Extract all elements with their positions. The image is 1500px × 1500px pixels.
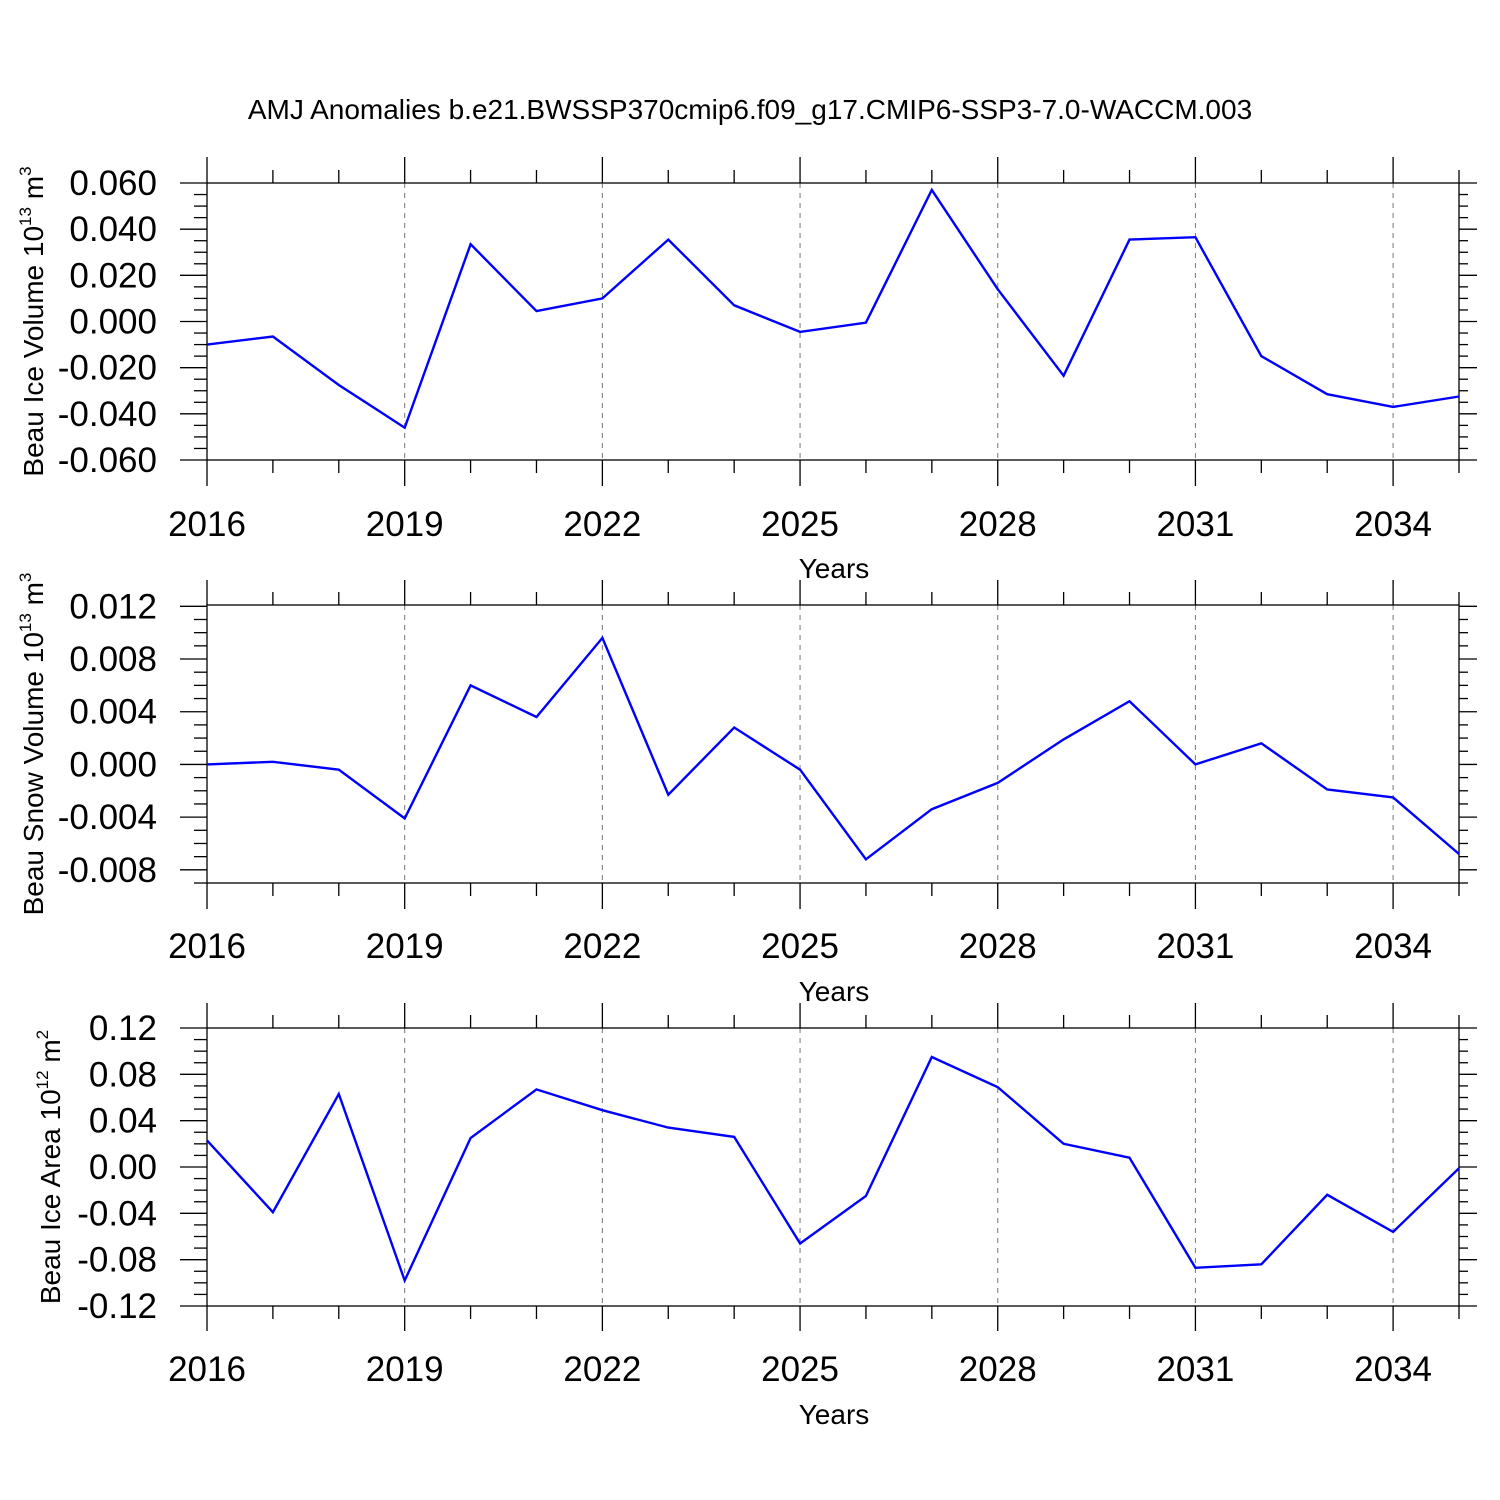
x-tick-label: 2016 xyxy=(168,505,246,544)
y-tick-label: 0.008 xyxy=(69,640,157,679)
y-tick-label: 0.08 xyxy=(89,1055,157,1094)
plot-frame xyxy=(206,604,1460,884)
x-tick-label: 2034 xyxy=(1354,505,1432,544)
panel-2: -0.008 -0.004 0.000 0.004 0.008 0.012 2016 2019… xyxy=(16,573,1477,1007)
y-tick-label: -0.004 xyxy=(58,798,157,837)
y-tick-label: -0.040 xyxy=(58,395,157,434)
plot-frame xyxy=(206,182,1460,461)
x-tick-label: 2016 xyxy=(168,1350,246,1389)
x-tick-label: 2031 xyxy=(1156,1350,1234,1389)
series-line xyxy=(206,1055,1460,1284)
x-tick-label: 2025 xyxy=(761,505,839,544)
y-axis-label: Beau Ice Area 1012 m2 xyxy=(33,1030,66,1304)
x-tick-label: 2025 xyxy=(761,1350,839,1389)
y-tick-label: 0.00 xyxy=(89,1148,157,1187)
x-tick-label: 2019 xyxy=(366,505,444,544)
y-axis-label: Beau Ice Volume 1013 m3 xyxy=(16,166,49,476)
panel-3: -0.12 -0.08 -0.04 0.00 0.04 0.08 0.12 2016 2019 2… xyxy=(33,1003,1477,1430)
x-tick-label: 2019 xyxy=(366,927,444,966)
y-tick-label: 0.020 xyxy=(69,256,157,295)
y-tick-label: -0.020 xyxy=(58,349,157,388)
y-tick-label: 0.000 xyxy=(69,303,157,342)
y-tick-label: 0.060 xyxy=(69,164,157,203)
y-tick-label: 0.04 xyxy=(89,1102,157,1141)
x-tick-label: 2028 xyxy=(959,505,1037,544)
x-tick-label: 2025 xyxy=(761,927,839,966)
y-tick-label: -0.008 xyxy=(58,851,157,890)
x-tick-label: 2031 xyxy=(1156,505,1234,544)
y-tick-label: 0.012 xyxy=(69,587,157,626)
x-axis-label: Years xyxy=(799,1399,870,1430)
x-axis-label: Years xyxy=(799,976,870,1007)
panels-group: -0.060 -0.040 -0.020 0.000 0.020 0.040 0.060 20… xyxy=(16,157,1477,1430)
y-tick-label: 0.040 xyxy=(69,210,157,249)
y-tick-label: -0.08 xyxy=(77,1241,157,1280)
x-tick-label: 2034 xyxy=(1354,1350,1432,1389)
series-line xyxy=(206,635,1460,861)
y-tick-label: -0.04 xyxy=(77,1194,157,1233)
x-tick-label: 2022 xyxy=(563,1350,641,1389)
x-tick-label: 2016 xyxy=(168,927,246,966)
x-tick-label: 2019 xyxy=(366,1350,444,1389)
x-tick-label: 2022 xyxy=(563,927,641,966)
y-tick-label: -0.060 xyxy=(58,441,157,480)
y-tick-label: 0.000 xyxy=(69,745,157,784)
x-tick-label: 2031 xyxy=(1156,927,1234,966)
y-axis-label: Beau Snow Volume 1013 m3 xyxy=(16,573,49,916)
x-tick-label: 2028 xyxy=(959,1350,1037,1389)
panel-1: -0.060 -0.040 -0.020 0.000 0.020 0.040 0.060 20… xyxy=(16,157,1477,584)
y-tick-label: 0.004 xyxy=(69,693,157,732)
y-tick-label: 0.12 xyxy=(89,1009,157,1048)
x-axis-label: Years xyxy=(799,553,870,584)
series-line xyxy=(206,187,1460,430)
x-tick-label: 2034 xyxy=(1354,927,1432,966)
y-tick-label: -0.12 xyxy=(77,1287,157,1326)
plot-frame xyxy=(206,1027,1460,1307)
figure-title: AMJ Anomalies b.e21.BWSSP370cmip6.f09_g1… xyxy=(248,94,1252,125)
x-tick-label: 2028 xyxy=(959,927,1037,966)
x-tick-label: 2022 xyxy=(563,505,641,544)
